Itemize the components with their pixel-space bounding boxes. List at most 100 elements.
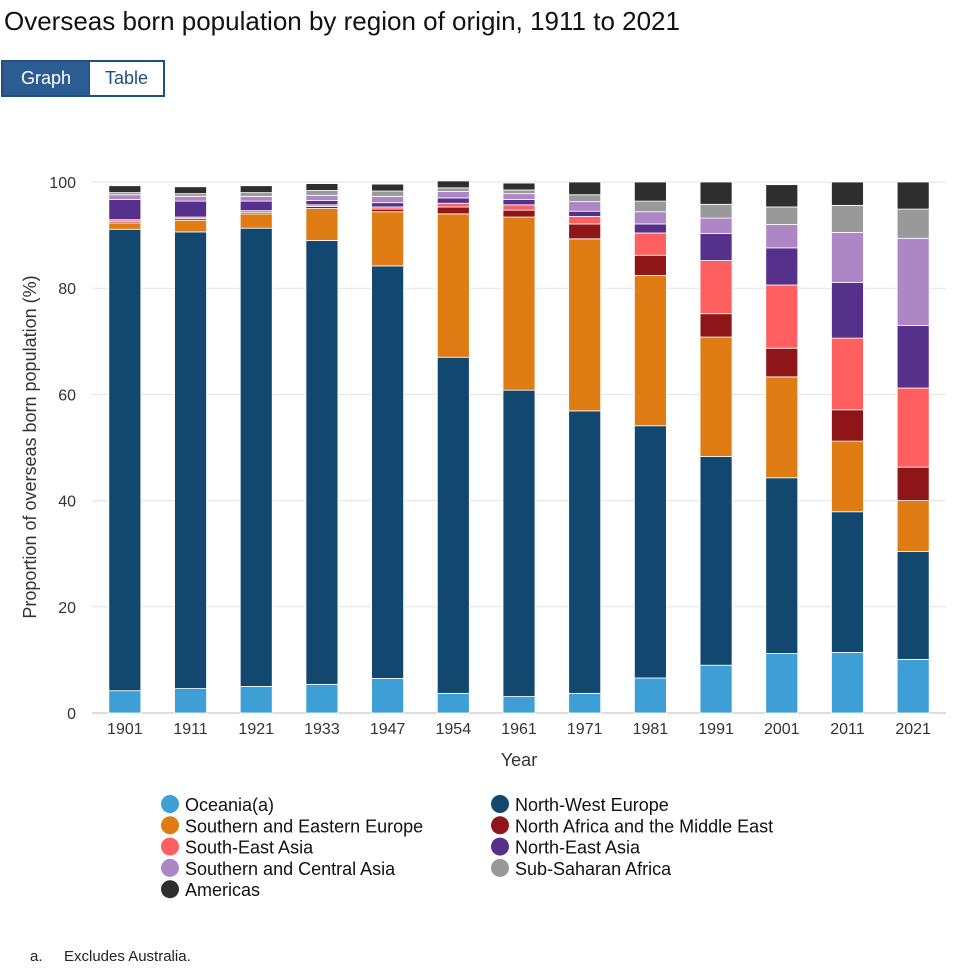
bar-segment[interactable] bbox=[896, 181, 930, 210]
bar-segment[interactable] bbox=[239, 195, 273, 202]
bar-segment[interactable] bbox=[371, 190, 405, 197]
bar-segment[interactable] bbox=[305, 190, 339, 196]
bar-segment[interactable] bbox=[305, 208, 339, 241]
bar-segment[interactable] bbox=[502, 199, 536, 206]
bar-segment[interactable] bbox=[633, 254, 667, 276]
bar-segment[interactable] bbox=[896, 658, 930, 714]
bar-segment[interactable] bbox=[699, 233, 733, 261]
bar-segment[interactable] bbox=[633, 200, 667, 213]
bar-segment[interactable] bbox=[305, 183, 339, 191]
bar-segment[interactable] bbox=[436, 206, 470, 215]
bar-segment[interactable] bbox=[174, 200, 207, 218]
bar-segment[interactable] bbox=[765, 206, 799, 225]
bar-segment[interactable] bbox=[502, 209, 536, 218]
bar-segment[interactable] bbox=[896, 387, 930, 468]
legend-label[interactable]: Oceania(a) bbox=[185, 795, 274, 815]
bar-segment[interactable] bbox=[831, 181, 864, 206]
bar-segment[interactable] bbox=[699, 260, 733, 315]
bar-segment[interactable] bbox=[239, 185, 273, 194]
bar-segment[interactable] bbox=[239, 213, 273, 229]
bar-segment[interactable] bbox=[896, 237, 930, 326]
bar-segment[interactable] bbox=[765, 224, 799, 249]
bar-segment[interactable] bbox=[765, 653, 799, 714]
legend-label[interactable]: North-East Asia bbox=[515, 838, 641, 858]
bar-segment[interactable] bbox=[502, 182, 536, 191]
bar-segment[interactable] bbox=[633, 677, 667, 714]
bar-segment[interactable] bbox=[568, 238, 602, 412]
tab-table[interactable]: Table bbox=[89, 62, 163, 95]
bar-segment[interactable] bbox=[831, 281, 864, 339]
bar-segment[interactable] bbox=[765, 477, 799, 654]
bar-segment[interactable] bbox=[896, 466, 930, 502]
bar-segment[interactable] bbox=[765, 376, 799, 479]
bar-segment[interactable] bbox=[436, 197, 470, 204]
bar-segment[interactable] bbox=[633, 181, 667, 202]
bar-segment[interactable] bbox=[699, 664, 733, 714]
bar-segment[interactable] bbox=[174, 186, 207, 195]
bar-segment[interactable] bbox=[371, 678, 405, 714]
bar-segment[interactable] bbox=[896, 551, 930, 660]
bar-segment[interactable] bbox=[699, 313, 733, 338]
bar-segment[interactable] bbox=[174, 231, 207, 689]
bar-segment[interactable] bbox=[699, 181, 733, 205]
legend-label[interactable]: North Africa and the Middle East bbox=[515, 816, 773, 836]
bar-segment[interactable] bbox=[502, 216, 536, 391]
bar-segment[interactable] bbox=[371, 183, 405, 192]
bar-segment[interactable] bbox=[831, 409, 864, 442]
bar-segment[interactable] bbox=[699, 217, 733, 234]
bar-segment[interactable] bbox=[765, 284, 799, 349]
bar-segment[interactable] bbox=[831, 204, 864, 233]
bar-segment[interactable] bbox=[568, 210, 602, 217]
bar-segment[interactable] bbox=[371, 211, 405, 267]
bar-segment[interactable] bbox=[502, 204, 536, 211]
bar-segment[interactable] bbox=[305, 240, 339, 685]
bar-segment[interactable] bbox=[108, 199, 142, 221]
bar-segment[interactable] bbox=[633, 275, 667, 427]
legend-label[interactable]: Sub-Saharan Africa bbox=[515, 859, 672, 879]
bar-segment[interactable] bbox=[436, 180, 470, 189]
bar-segment[interactable] bbox=[765, 247, 799, 286]
bar-segment[interactable] bbox=[831, 652, 864, 714]
bar-segment[interactable] bbox=[174, 688, 207, 714]
bar-segment[interactable] bbox=[108, 690, 142, 714]
bar-segment[interactable] bbox=[108, 185, 142, 194]
bar-segment[interactable] bbox=[633, 223, 667, 234]
bar-segment[interactable] bbox=[831, 337, 864, 411]
bar-segment[interactable] bbox=[239, 200, 273, 212]
bar-segment[interactable] bbox=[896, 324, 930, 389]
bar-segment[interactable] bbox=[305, 194, 339, 201]
bar-segment[interactable] bbox=[896, 500, 930, 552]
bar-segment[interactable] bbox=[502, 193, 536, 200]
bar-segment[interactable] bbox=[174, 195, 207, 202]
bar-segment[interactable] bbox=[831, 511, 864, 653]
bar-segment[interactable] bbox=[568, 223, 602, 240]
bar-segment[interactable] bbox=[568, 181, 602, 196]
bar-segment[interactable] bbox=[502, 189, 536, 195]
bar-segment[interactable] bbox=[699, 456, 733, 666]
bar-segment[interactable] bbox=[239, 686, 273, 714]
bar-segment[interactable] bbox=[436, 187, 470, 192]
bar-segment[interactable] bbox=[502, 696, 536, 714]
bar-segment[interactable] bbox=[831, 232, 864, 283]
bar-segment[interactable] bbox=[633, 211, 667, 225]
bar-segment[interactable] bbox=[568, 410, 602, 694]
bar-segment[interactable] bbox=[305, 683, 339, 714]
bar-segment[interactable] bbox=[502, 389, 536, 697]
bar-segment[interactable] bbox=[831, 440, 864, 513]
bar-segment[interactable] bbox=[633, 232, 667, 256]
bar-segment[interactable] bbox=[108, 228, 142, 692]
bar-segment[interactable] bbox=[699, 203, 733, 219]
tab-graph[interactable]: Graph bbox=[3, 62, 89, 95]
bar-segment[interactable] bbox=[436, 202, 470, 208]
bar-segment[interactable] bbox=[371, 202, 405, 208]
bar-segment[interactable] bbox=[568, 692, 602, 714]
bar-segment[interactable] bbox=[436, 213, 470, 358]
bar-segment[interactable] bbox=[305, 200, 339, 206]
bar-segment[interactable] bbox=[633, 425, 667, 679]
bar-segment[interactable] bbox=[436, 692, 470, 714]
bar-segment[interactable] bbox=[568, 201, 602, 212]
bar-segment[interactable] bbox=[108, 222, 142, 230]
bar-segment[interactable] bbox=[239, 227, 273, 687]
bar-segment[interactable] bbox=[108, 194, 142, 200]
legend-label[interactable]: Southern and Central Asia bbox=[185, 859, 396, 879]
